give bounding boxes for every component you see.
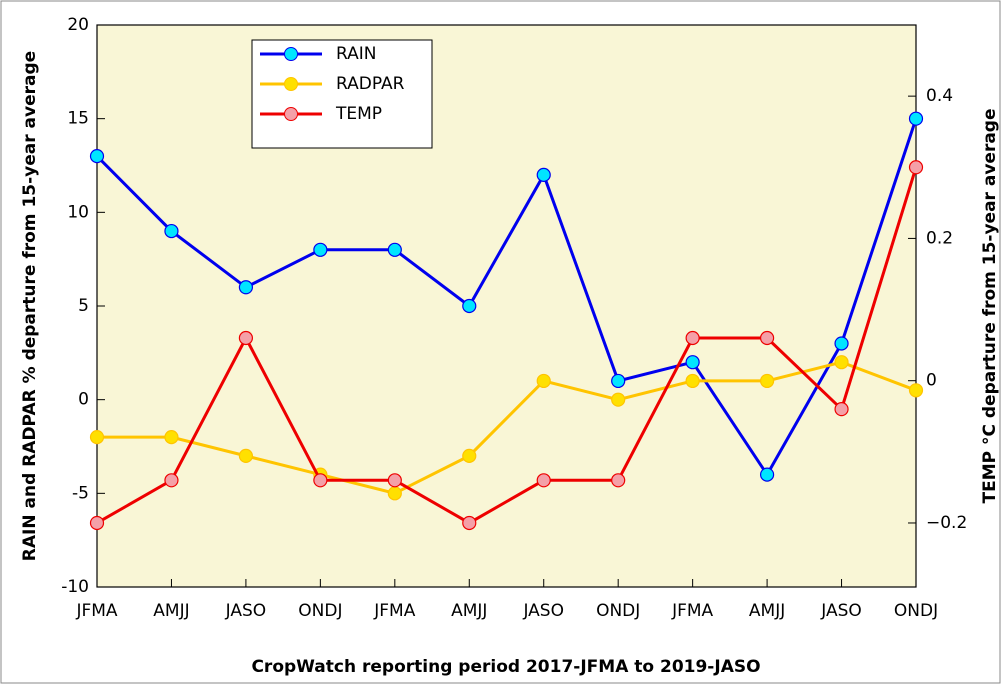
series-marker: [462, 298, 477, 314]
x-tick-label: ONDJ: [894, 601, 938, 621]
legend-marker: [284, 77, 298, 91]
y-tick-label: 15: [67, 109, 89, 129]
series-marker: [834, 355, 849, 370]
series-line: [96, 166, 918, 525]
series-marker: [611, 373, 626, 389]
legend-label: RADPAR: [336, 74, 405, 94]
series-marker: [536, 373, 551, 389]
series-marker: [89, 430, 105, 445]
series-line: [97, 360, 917, 495]
y2-tick-label: 0: [926, 371, 937, 391]
series-marker: [908, 383, 924, 398]
x-tick-label: JFMA: [75, 601, 117, 621]
y-tick-label: 20: [67, 15, 89, 35]
series-marker: [164, 430, 179, 445]
y-tick-label: 0: [78, 390, 89, 410]
plot-area: [97, 25, 916, 587]
x-tick-label: JFMA: [373, 601, 415, 621]
legend-box: [251, 39, 433, 149]
x-tick-label: JFMA: [671, 601, 713, 621]
series-marker: [313, 473, 328, 488]
series-marker: [387, 242, 402, 257]
x-tick-label: AMJJ: [749, 601, 785, 621]
series-marker: [238, 448, 254, 463]
x-tick-label: ONDJ: [298, 601, 342, 621]
series-marker: [462, 448, 477, 463]
y2-tick-label: 0.4: [926, 86, 953, 106]
series-marker: [89, 149, 105, 164]
series-marker: [89, 515, 105, 531]
plot-border: [96, 24, 917, 588]
series-marker: [536, 167, 551, 182]
series-marker: [387, 473, 402, 488]
legend-marker: [284, 47, 298, 61]
y-tick-label: -10: [61, 577, 89, 597]
series-marker: [164, 473, 179, 488]
series-marker: [611, 392, 626, 407]
series-marker: [462, 515, 477, 531]
y-tick-label: 10: [67, 202, 89, 222]
y2-axis-title: TEMP °C departure from 15-year average: [980, 108, 1000, 503]
series-marker: [759, 467, 775, 482]
y-tick-label: -5: [72, 483, 89, 503]
x-axis-title: CropWatch reporting period 2017-JFMA to …: [251, 657, 760, 677]
y-tick-label: 5: [78, 296, 89, 316]
x-tick-label: JASO: [820, 601, 862, 621]
series-marker: [685, 355, 700, 370]
series-marker: [908, 160, 924, 175]
series-marker: [685, 330, 700, 346]
y2-tick-label: 0.2: [926, 228, 953, 248]
legend-label: TEMP: [335, 104, 382, 124]
x-tick-label: AMJJ: [153, 601, 189, 621]
series-marker: [536, 473, 551, 488]
series-marker: [685, 373, 700, 389]
series-marker: [164, 223, 179, 239]
series-marker: [834, 336, 849, 351]
series-line: [95, 118, 918, 478]
x-tick-label: JASO: [522, 601, 564, 621]
series-marker: [611, 473, 626, 488]
series-marker: [238, 280, 254, 295]
y-axis-title: RAIN and RADPAR % departure from 15-year…: [20, 51, 40, 561]
x-tick-label: ONDJ: [596, 601, 640, 621]
series-marker: [313, 242, 328, 257]
series-marker: [759, 373, 775, 389]
series-marker: [387, 486, 402, 501]
x-tick-label: AMJJ: [451, 601, 487, 621]
legend-label: RAIN: [336, 44, 376, 64]
series-marker: [238, 330, 254, 346]
legend-marker: [284, 107, 298, 121]
x-tick-label: JASO: [225, 601, 267, 621]
y2-tick-label: −0.2: [926, 513, 967, 533]
series-marker: [759, 330, 775, 346]
series-marker: [834, 402, 849, 417]
series-marker: [908, 111, 924, 126]
